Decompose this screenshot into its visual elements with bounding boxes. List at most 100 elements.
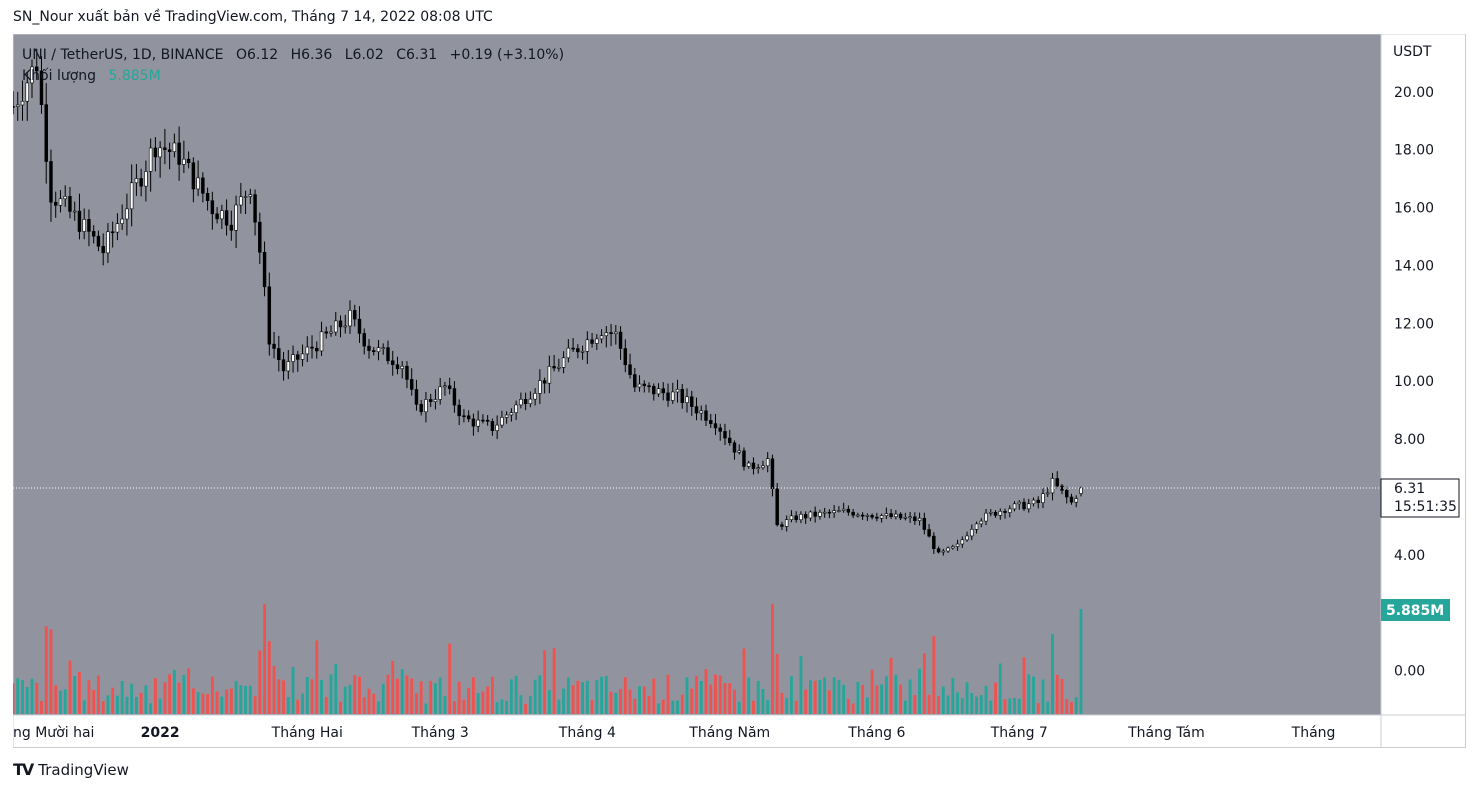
volume-bar bbox=[870, 669, 874, 714]
volume-bar bbox=[1027, 674, 1031, 714]
price-tick-label: 10.00 bbox=[1394, 374, 1434, 390]
candle-body bbox=[566, 347, 571, 359]
candle-body bbox=[433, 399, 438, 402]
volume-bar bbox=[956, 692, 959, 714]
candle-body bbox=[16, 104, 20, 107]
volume-bar bbox=[1041, 679, 1045, 714]
publish-info: xuất bản về TradingView.com, Tháng 7 14,… bbox=[77, 9, 493, 25]
volume-bar bbox=[244, 685, 248, 714]
candle-body bbox=[386, 347, 390, 362]
candle-body bbox=[780, 524, 784, 527]
candlestick-chart[interactable]: UNI / TetherUS, 1D, BINANCE O6.12 H6.36 … bbox=[13, 34, 1466, 748]
volume-bar bbox=[54, 685, 58, 714]
volume-bar bbox=[690, 688, 694, 714]
author-name[interactable]: SN_Nour bbox=[13, 9, 74, 25]
volume-bar bbox=[813, 680, 817, 714]
volume-bar bbox=[196, 692, 200, 714]
candle-body bbox=[163, 147, 167, 151]
candle-body bbox=[82, 219, 86, 232]
volume-bar bbox=[505, 700, 509, 714]
candle-body bbox=[134, 178, 139, 184]
candle-body bbox=[381, 347, 385, 349]
volume-bar bbox=[842, 684, 846, 714]
candle-body bbox=[106, 231, 110, 254]
candle-body bbox=[547, 366, 552, 384]
volume-bar bbox=[975, 696, 978, 714]
volume-bar bbox=[372, 693, 376, 714]
volume-bar bbox=[63, 689, 67, 714]
candle-body bbox=[680, 388, 684, 403]
candle-body bbox=[1079, 487, 1083, 494]
volume-bar bbox=[353, 675, 357, 714]
candle-body bbox=[827, 511, 832, 514]
volume-bar bbox=[206, 694, 210, 714]
volume-bar bbox=[115, 695, 119, 714]
candle-body bbox=[875, 516, 879, 519]
candle-body bbox=[647, 385, 651, 388]
candle-body bbox=[765, 458, 770, 467]
candle-body bbox=[832, 510, 836, 513]
candle-body bbox=[177, 142, 181, 165]
candle-body bbox=[120, 218, 124, 224]
volume-bar bbox=[168, 674, 172, 714]
volume-bar bbox=[87, 680, 91, 714]
candle-body bbox=[822, 511, 827, 514]
candle-body bbox=[666, 392, 670, 401]
candle-body bbox=[941, 550, 946, 553]
candle-body bbox=[1008, 508, 1012, 513]
volume-bar bbox=[40, 701, 43, 714]
volume-bar bbox=[253, 696, 257, 714]
candle-body bbox=[262, 251, 267, 288]
price-tick-label: 20.00 bbox=[1394, 85, 1434, 101]
volume-bar bbox=[1079, 609, 1083, 714]
volume-bar bbox=[215, 691, 219, 714]
volume-bar bbox=[139, 692, 143, 714]
candle-body bbox=[784, 519, 789, 527]
candle-body bbox=[846, 508, 851, 513]
volume-bar bbox=[277, 679, 281, 714]
volume-bar bbox=[695, 675, 698, 714]
candle-body bbox=[538, 380, 542, 394]
candle-body bbox=[277, 348, 281, 360]
volume-bar bbox=[998, 663, 1002, 714]
candle-body bbox=[376, 347, 381, 353]
candle-body bbox=[49, 161, 53, 203]
volume-bar bbox=[979, 695, 983, 714]
tradingview-footer[interactable]: 𝗧𝗩 TradingView bbox=[13, 760, 129, 779]
time-tick-label: Tháng 4 bbox=[558, 725, 616, 741]
volume-bar bbox=[210, 676, 214, 714]
volume-bar bbox=[709, 684, 713, 714]
candle-body bbox=[1036, 499, 1040, 503]
volume-bar bbox=[1046, 701, 1050, 714]
volume-bar bbox=[918, 668, 922, 714]
candle-body bbox=[699, 410, 703, 414]
volume-bar bbox=[884, 676, 888, 714]
candle-body bbox=[860, 514, 865, 517]
volume-bar bbox=[163, 682, 167, 714]
volume-bar bbox=[386, 674, 390, 714]
candle-body bbox=[215, 213, 219, 220]
volume-bar bbox=[320, 679, 323, 714]
candle-body bbox=[1017, 501, 1021, 505]
candle-body bbox=[253, 194, 257, 223]
time-scale-background[interactable] bbox=[13, 715, 1381, 747]
candle-body bbox=[395, 364, 400, 369]
candle-body bbox=[742, 450, 746, 467]
volume-bar bbox=[666, 674, 670, 714]
volume-bar bbox=[1032, 676, 1035, 714]
volume-bar bbox=[628, 689, 632, 714]
candle-body bbox=[139, 178, 143, 187]
volume-bar bbox=[633, 698, 637, 714]
volume-bar bbox=[424, 703, 428, 714]
candle-body bbox=[709, 420, 713, 424]
volume-bar bbox=[932, 636, 936, 714]
volume-bar bbox=[728, 683, 732, 714]
volume-bar bbox=[533, 679, 537, 714]
candle-body bbox=[172, 142, 177, 153]
volume-bar bbox=[647, 695, 651, 714]
volume-bar bbox=[804, 689, 808, 714]
volume-bar bbox=[220, 696, 224, 714]
volume-bar bbox=[429, 680, 433, 714]
candle-body bbox=[409, 379, 414, 390]
candle-body bbox=[243, 196, 248, 198]
